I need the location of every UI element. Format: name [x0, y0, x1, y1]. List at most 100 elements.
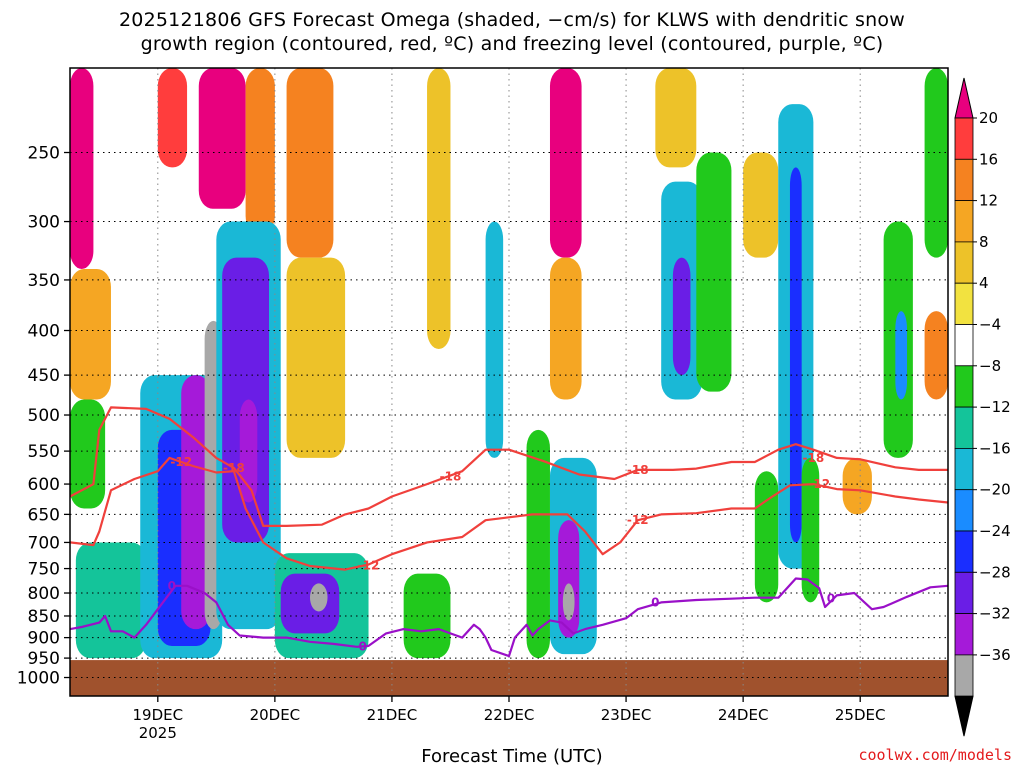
- omega-cell: [562, 583, 575, 621]
- colorbar-label: −28: [979, 563, 1011, 581]
- colorbar-swatch: [954, 530, 974, 573]
- omega-cell: [924, 68, 948, 258]
- colorbar-top-arrow: [954, 77, 974, 119]
- y-tick-label: 350: [28, 271, 60, 291]
- omega-cell: [754, 471, 779, 603]
- colorbar-swatch: [954, 365, 974, 408]
- omega-cell: [198, 68, 246, 209]
- freezing-label: 0: [168, 579, 176, 593]
- omega-cell: [280, 573, 340, 634]
- colorbar-label: −36: [979, 646, 1011, 664]
- omega-cell: [157, 68, 188, 168]
- freezing-level-contour: [70, 577, 948, 658]
- y-tick-label: 900: [28, 629, 60, 649]
- dgz-contour-minus12: [70, 456, 948, 571]
- x-tick-label: 20DEC: [250, 706, 301, 724]
- y-tick-label: 250: [28, 144, 60, 164]
- x-tick-label: 19DEC: [133, 706, 184, 724]
- colorbar-label: −24: [979, 522, 1011, 540]
- omega-cell: [403, 573, 451, 659]
- colorbar-swatch: [954, 406, 974, 449]
- omega-cell: [924, 311, 948, 400]
- y-tick-label: 500: [28, 406, 60, 426]
- omega-cell: [672, 257, 691, 376]
- colorbar-label: 12: [979, 192, 998, 210]
- colorbar-swatch: [954, 613, 974, 656]
- colorbar-swatch: [954, 282, 974, 325]
- freezing-label: 0: [358, 639, 366, 653]
- colorbar-label: −8: [979, 357, 1001, 375]
- y-tick-label: 750: [28, 560, 60, 580]
- omega-cell: [549, 68, 582, 258]
- omega-cell: [70, 68, 94, 269]
- chart-title-line2: growth region (contoured, red, ºC) and f…: [140, 33, 884, 55]
- colorbar-label: 20: [979, 109, 998, 127]
- x-tick-label: 23DEC: [601, 706, 652, 724]
- y-tick-label: 400: [28, 322, 60, 342]
- dgz-label-minus18: -18: [627, 463, 649, 477]
- omega-cell: [895, 311, 908, 400]
- omega-cell: [245, 68, 275, 234]
- y-tick-label: 950: [28, 649, 60, 669]
- dgz-label-minus12: -12: [808, 477, 830, 491]
- colorbar-swatch: [954, 571, 974, 614]
- y-tick-label: 300: [28, 213, 60, 233]
- x-axis-label: Forecast Time (UTC): [421, 746, 603, 767]
- omega-cell: [549, 257, 582, 400]
- freezing-label: 0: [651, 595, 659, 609]
- omega-cell: [743, 152, 779, 258]
- omega-cell: [239, 399, 258, 503]
- colorbar-label: −4: [979, 316, 1001, 334]
- colorbar-label: −20: [979, 481, 1011, 499]
- colorbar: 20 16 12 8 4 −4 −8 −12 −16 −20 −24 −28 −32 −36: [954, 77, 1011, 737]
- omega-cell: [526, 429, 550, 659]
- omega-cell: [789, 167, 802, 543]
- y-tick-label: 550: [28, 442, 60, 462]
- dgz-label-minus12: -12: [627, 513, 649, 527]
- omega-cell: [427, 68, 451, 349]
- omega-cell: [655, 68, 697, 168]
- omega-cell: [485, 221, 504, 458]
- contour-lines: -18 -18 -18 -18 -12 -12 -12 -12 0 0 0 0: [70, 406, 948, 658]
- credit-link[interactable]: coolwx.com/models: [858, 746, 1012, 764]
- omega-cell: [286, 68, 334, 258]
- chart-title-line1: 2025121806 GFS Forecast Omega (shaded, −…: [119, 9, 905, 31]
- omega-cell: [286, 257, 346, 458]
- x-tick-label: 22DEC: [484, 706, 535, 724]
- x-tick-label: 24DEC: [718, 706, 769, 724]
- dgz-label-minus18: -18: [803, 451, 825, 465]
- dgz-label-minus18: -18: [440, 469, 462, 483]
- colorbar-label: 4: [979, 274, 989, 292]
- colorbar-swatch: [954, 117, 974, 160]
- freezing-label: 0: [827, 592, 835, 606]
- dgz-contour-minus18: [70, 406, 948, 527]
- omega-cell: [696, 152, 732, 392]
- colorbar-swatch: [954, 324, 974, 367]
- y-tick-label: 1000: [17, 669, 60, 689]
- colorbar-swatch: [954, 241, 974, 284]
- dgz-label-minus12: -12: [358, 559, 380, 573]
- omega-cell: [309, 583, 328, 612]
- colorbar-label: −16: [979, 439, 1011, 457]
- omega-cell: [181, 375, 211, 630]
- colorbar-swatch: [954, 654, 974, 697]
- y-tick-label: 700: [28, 533, 60, 553]
- colorbar-swatch: [954, 200, 974, 243]
- y-tick-label: 800: [28, 584, 60, 604]
- colorbar-swatch: [954, 158, 974, 202]
- x-tick-label: 25DEC: [835, 706, 886, 724]
- pressure-axis: 2503003504004505005506006507007508008509…: [17, 144, 70, 689]
- omega-cell: [75, 542, 147, 659]
- y-tick-label: 850: [28, 607, 60, 627]
- omega-cell: [842, 457, 872, 515]
- y-tick-label: 600: [28, 475, 60, 495]
- dgz-label-minus12: -12: [170, 455, 192, 469]
- colorbar-bottom-arrow: [954, 695, 974, 737]
- colorbar-swatch: [954, 447, 974, 491]
- omega-cell: [801, 457, 820, 603]
- omega-cell: [70, 399, 106, 509]
- x-tick-label: 21DEC: [367, 706, 418, 724]
- colorbar-label: 16: [979, 150, 998, 168]
